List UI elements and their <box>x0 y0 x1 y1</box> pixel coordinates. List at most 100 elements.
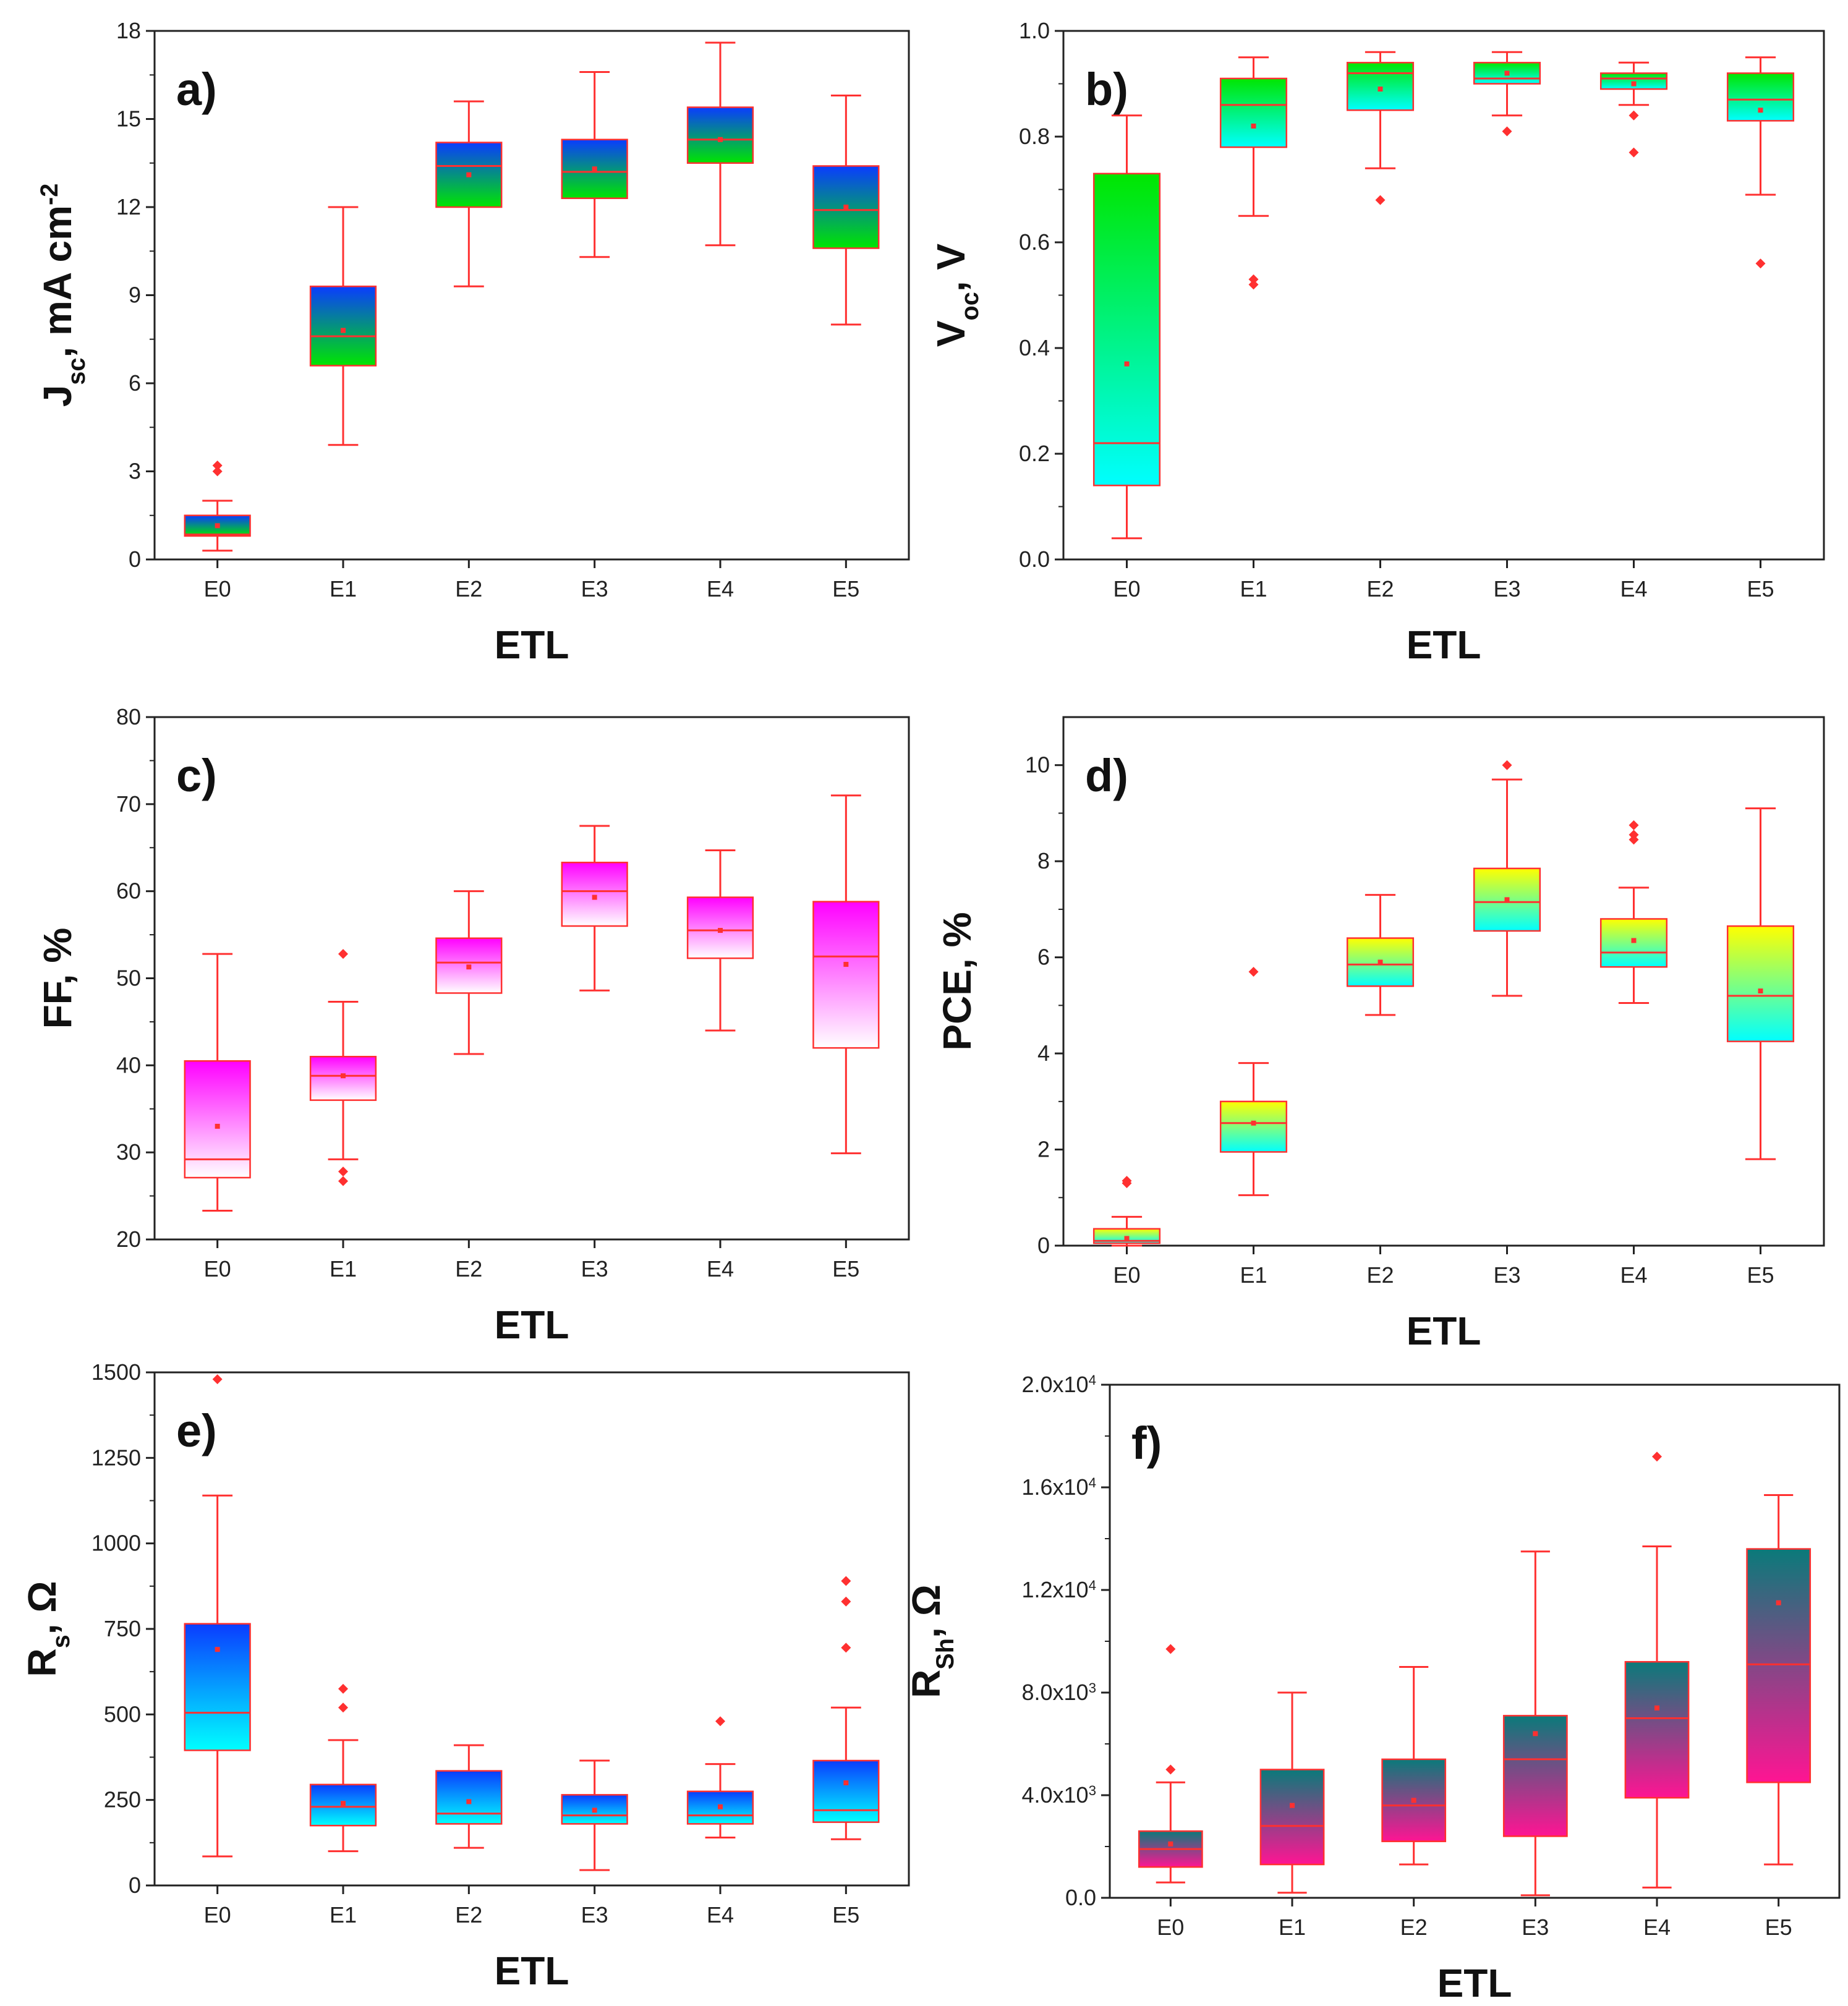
y-tick-label: 1000 <box>92 1531 141 1556</box>
y-axis-title-part: , mA cm <box>35 205 80 358</box>
x-tick-label: E1 <box>1279 1915 1306 1940</box>
mean-marker <box>843 1780 849 1785</box>
iqr-box <box>309 286 377 367</box>
outlier-point <box>1375 195 1386 205</box>
y-axis-title: RSh, Ω <box>904 1584 959 1698</box>
mean-marker <box>1504 70 1510 76</box>
x-tick-label: E2 <box>455 576 482 601</box>
panel-label: f) <box>1131 1417 1162 1469</box>
box-E1 <box>309 206 377 446</box>
y-tick-label: 750 <box>104 1616 141 1641</box>
outlier-point <box>1629 820 1639 830</box>
x-axis-title: ETL <box>495 1303 569 1347</box>
box-E4 <box>686 1716 754 1839</box>
mean-marker <box>1776 1600 1781 1605</box>
x-tick-label: E4 <box>707 576 734 601</box>
y-axis-title-part: , V <box>929 244 973 292</box>
x-tick-label: E3 <box>1493 1262 1520 1288</box>
iqr-box <box>812 1759 880 1823</box>
iqr-box <box>1624 1660 1690 1799</box>
x-tick-label: E0 <box>204 576 231 601</box>
outlier-point <box>1629 830 1639 840</box>
box-E5 <box>1726 56 1795 269</box>
plot-frame <box>153 1371 910 1887</box>
iqr-box <box>1599 72 1668 90</box>
mean-marker <box>1251 1120 1256 1126</box>
y-tick-label: 30 <box>116 1139 141 1165</box>
panel-label: e) <box>176 1405 217 1456</box>
y-tick-label: 6 <box>1037 945 1050 970</box>
y-tick-label: 1.0 <box>1019 18 1050 43</box>
outlier-point <box>1502 126 1512 137</box>
mean-marker <box>215 523 220 529</box>
chart-panel-f: 0.04.0x1038.0x1031.2x1041.6x1042.0x104E0… <box>904 1372 1841 2005</box>
mean-marker <box>592 166 597 172</box>
iqr-box <box>1746 1548 1812 1783</box>
y-tick-label: 1250 <box>92 1445 141 1470</box>
y-axis-title: Voc, V <box>929 244 984 347</box>
box-E2 <box>1381 1666 1447 1866</box>
box-E5 <box>1746 1494 1812 1866</box>
box-E4 <box>686 849 754 1032</box>
mean-marker <box>1377 87 1383 92</box>
y-tick-label: 70 <box>116 791 141 817</box>
mean-marker <box>1533 1731 1538 1736</box>
y-tick-label: 250 <box>104 1787 141 1813</box>
box-E4 <box>1599 820 1668 1004</box>
mean-marker <box>341 1073 346 1079</box>
x-tick-label: E3 <box>1493 576 1520 601</box>
x-tick-label: E1 <box>330 1256 357 1281</box>
box-E0 <box>184 461 251 552</box>
y-tick-label: 0 <box>129 1872 141 1898</box>
mean-marker <box>466 1799 472 1804</box>
plot-frame <box>153 716 910 1241</box>
box-E2 <box>1346 51 1415 205</box>
outlier-point <box>841 1596 851 1607</box>
outlier-point <box>1248 966 1259 977</box>
y-axis-title-part: Sh <box>932 1638 959 1670</box>
y-axis-title-part: , Ω <box>20 1581 64 1634</box>
y-axis-title: FF, % <box>35 928 80 1029</box>
y-axis-title-part: oc <box>956 292 984 320</box>
box-E3 <box>1502 1550 1568 1897</box>
iqr-box <box>184 1623 251 1751</box>
y-tick-label: 0.2 <box>1019 441 1050 466</box>
panel-label: a) <box>176 64 217 115</box>
x-tick-label: E4 <box>1620 576 1647 601</box>
iqr-box <box>1219 77 1288 148</box>
box-E5 <box>812 1576 880 1840</box>
panel-label: c) <box>176 750 217 801</box>
y-tick-label-part: 4 <box>1089 1372 1096 1388</box>
plot-frame <box>1062 30 1825 561</box>
box-E5 <box>1726 807 1795 1160</box>
mean-marker <box>341 1801 346 1806</box>
panel-label: d) <box>1085 750 1128 801</box>
y-tick-label: 0.4 <box>1019 335 1050 360</box>
outlier-point <box>715 1716 725 1727</box>
y-tick-label: 3 <box>129 459 141 484</box>
x-tick-label: E5 <box>1765 1915 1792 1940</box>
mean-marker <box>1631 81 1637 87</box>
box-E3 <box>1473 51 1541 137</box>
outlier-point <box>1248 279 1259 290</box>
box-E0 <box>1092 1176 1161 1247</box>
mean-marker <box>215 1647 220 1652</box>
x-tick-label: E4 <box>707 1256 734 1281</box>
iqr-box <box>812 901 880 1049</box>
y-tick-label: 2.0x104 <box>1021 1372 1096 1397</box>
plot-frame <box>1062 716 1825 1247</box>
mean-marker <box>466 172 472 177</box>
outlier-point <box>212 1374 223 1385</box>
outlier-point <box>338 1176 348 1186</box>
box-E1 <box>1259 1691 1325 1894</box>
mean-marker <box>341 328 346 333</box>
x-tick-label: E0 <box>1113 1262 1140 1288</box>
box-E4 <box>1599 61 1668 158</box>
y-tick-label: 0.0 <box>1065 1885 1096 1910</box>
y-tick-label: 40 <box>116 1052 141 1077</box>
y-tick-label: 4 <box>1037 1040 1050 1066</box>
x-tick-label: E1 <box>330 576 357 601</box>
iqr-box <box>184 1060 251 1179</box>
iqr-box <box>1726 72 1795 122</box>
mean-marker <box>1290 1803 1295 1808</box>
